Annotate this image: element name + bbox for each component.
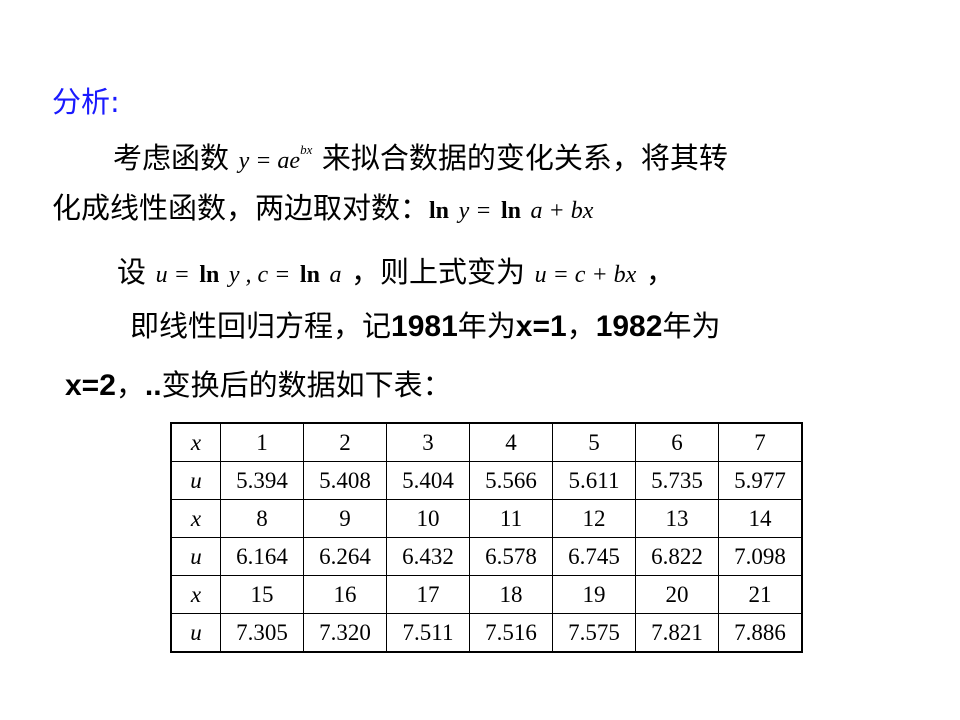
table-cell: 6 [635, 422, 719, 462]
row-label: x [170, 499, 221, 538]
table-cell: 14 [718, 499, 803, 538]
table-cell: 6.578 [469, 537, 553, 576]
table-cell: 21 [718, 575, 803, 614]
table-cell: 6.164 [220, 537, 304, 576]
table-cell: 15 [220, 575, 304, 614]
table-cell: 4 [469, 422, 553, 462]
year: 1981 [391, 310, 458, 343]
data-table: x 1 2 3 4 5 6 7 u 5.394 5.408 5.404 5.566 5.611 5.735 5… [170, 422, 803, 653]
text: 考虑函数 [113, 141, 230, 175]
table-cell: 7.305 [220, 613, 304, 653]
table-row: u 7.305 7.320 7.511 7.516 7.575 7.821 7.886 [170, 613, 803, 653]
table-cell: 7.320 [303, 613, 387, 653]
row-label: u [170, 537, 221, 576]
table-cell: 11 [469, 499, 553, 538]
table-cell: 5.408 [303, 461, 387, 500]
row-label: x [170, 422, 221, 462]
table-cell: 7.821 [635, 613, 719, 653]
table-cell: 7.516 [469, 613, 553, 653]
table-cell: 3 [386, 422, 470, 462]
table-cell: 18 [469, 575, 553, 614]
ln: ln [199, 262, 220, 288]
table-cell: 5.404 [386, 461, 470, 500]
formula: u = c + bx [534, 262, 637, 288]
table-cell: 5.394 [220, 461, 304, 500]
table-cell: 16 [303, 575, 387, 614]
text: 来拟合数据的变化关系，将其转 [321, 141, 728, 175]
table-cell: 2 [303, 422, 387, 462]
table-cell: 5.735 [635, 461, 719, 500]
text-line-2: 化成线性函数，两边取对数：ln y = ln a + bx [52, 188, 593, 231]
table-cell: 7.098 [718, 537, 803, 576]
table-cell: 6.745 [552, 537, 636, 576]
text: ， [115, 368, 145, 402]
table-cell: 12 [552, 499, 636, 538]
text-line-5: x=2，..变换后的数据如下表： [65, 365, 452, 406]
table-cell: 7 [718, 422, 803, 462]
table-cell: 5.611 [552, 461, 636, 500]
table-cell: 7.886 [718, 613, 803, 653]
table-cell: 1 [220, 422, 304, 462]
formula: a + bx [530, 198, 594, 224]
year: 1982 [595, 310, 663, 343]
text-line-3: 设 u = ln y , c = ln a ，则上式变为 u = c + bx … [117, 252, 675, 295]
ln: ln [299, 262, 320, 288]
table-cell: 19 [552, 575, 636, 614]
x-value: x=2 [65, 369, 116, 402]
table-cell: 6.432 [386, 537, 470, 576]
table-cell: 8 [220, 499, 304, 538]
text: 即线性回归方程，记 [130, 309, 392, 343]
text: 设 [117, 255, 147, 289]
ln: ln [429, 198, 450, 224]
table-cell: 5 [552, 422, 636, 462]
text-line-4: 即线性回归方程，记1981年为x=1，1982年为 [130, 306, 720, 347]
text: 化成线性函数，两边取对数： [52, 191, 430, 225]
table-cell: 7.511 [386, 613, 470, 653]
table-cell: 5.977 [718, 461, 803, 500]
table-cell: 13 [635, 499, 719, 538]
text: 变换后的数据如下表： [161, 368, 452, 402]
formula: y = [458, 198, 492, 224]
table-cell: 20 [635, 575, 719, 614]
ln: ln [500, 198, 521, 224]
text-line-1: 考虑函数 y = aebx 来拟合数据的变化关系，将其转 [113, 130, 728, 181]
text: 年为 [457, 309, 516, 343]
formula: a [329, 262, 342, 288]
table-row: u 5.394 5.408 5.404 5.566 5.611 5.735 5.977 [170, 461, 803, 500]
text: ， [566, 309, 596, 343]
formula: y , c = [228, 262, 291, 288]
table-row: u 6.164 6.264 6.432 6.578 6.745 6.822 7.098 [170, 537, 803, 576]
text: ， [645, 255, 675, 289]
section-title: 分析: [52, 85, 120, 119]
x-value: x=1 [515, 310, 567, 343]
row-label: x [170, 575, 221, 614]
table-cell: 10 [386, 499, 470, 538]
table-cell: 6.822 [635, 537, 719, 576]
table-cell: 9 [303, 499, 387, 538]
table-row: x 15 16 17 18 19 20 21 [170, 575, 803, 614]
formula: y = ae [238, 148, 301, 174]
row-label: u [170, 461, 221, 500]
table-cell: 17 [386, 575, 470, 614]
row-label: u [170, 613, 221, 653]
table-row: x 8 9 10 11 12 13 14 [170, 499, 803, 538]
ellipsis: .. [144, 369, 162, 402]
text: ，则上式变为 [351, 255, 526, 289]
table-cell: 5.566 [469, 461, 553, 500]
formula-exponent: bx [300, 142, 313, 157]
formula: u = [155, 262, 190, 288]
table-cell: 7.575 [552, 613, 636, 653]
table-cell: 6.264 [303, 537, 387, 576]
text: 年为 [662, 309, 721, 343]
